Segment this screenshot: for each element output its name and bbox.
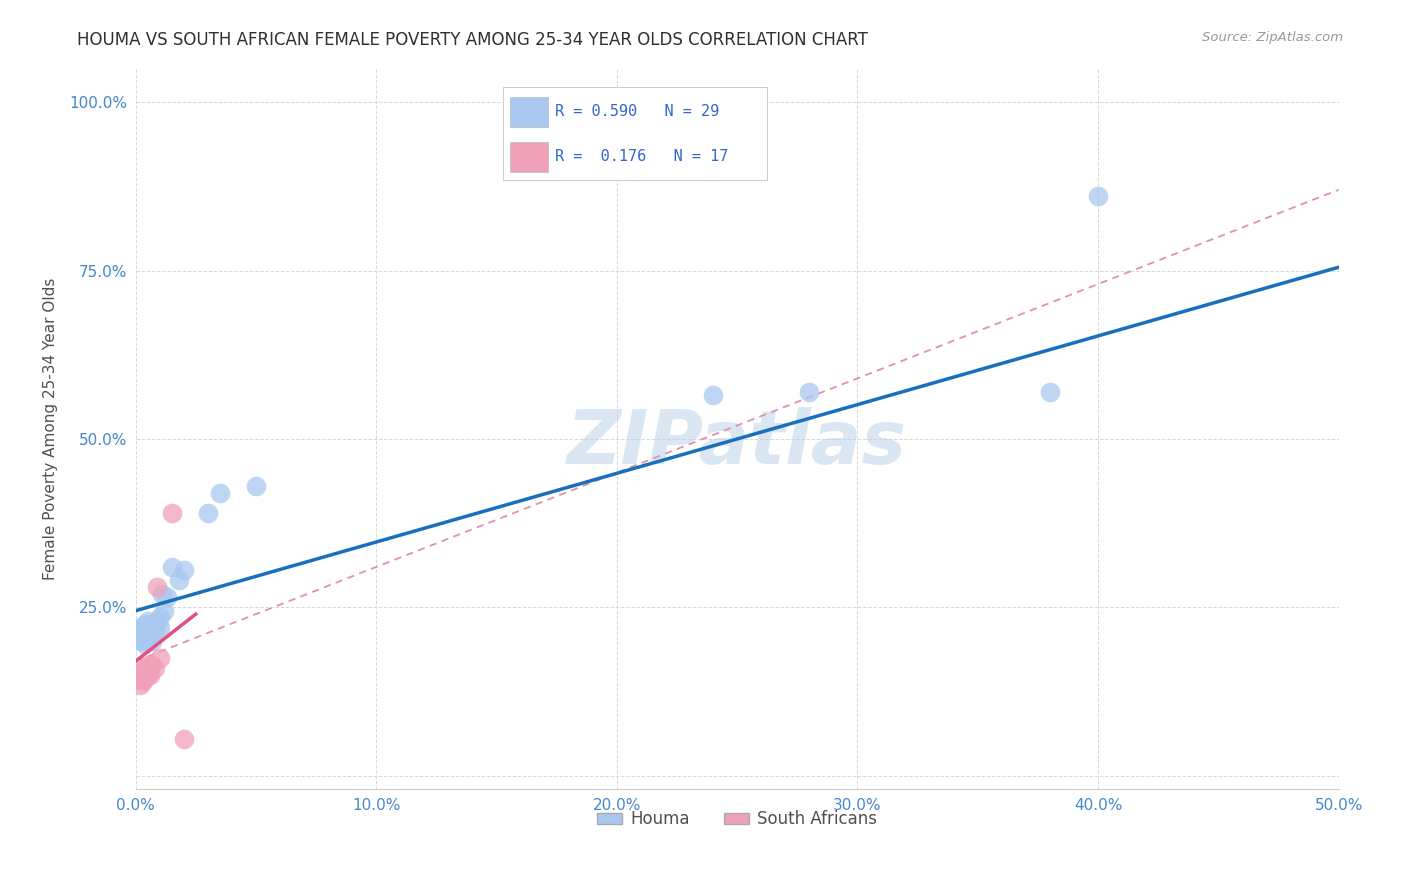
Point (799, 384, 821, 399)
Point (127, 667, 149, 681)
Point (173, 563, 195, 577)
Point (139, 661, 162, 675)
Point (127, 671, 149, 685)
Point (149, 610, 172, 624)
Point (141, 657, 163, 672)
Point (156, 591, 179, 605)
Point (139, 621, 162, 635)
Point (146, 614, 169, 628)
Point (160, 560, 183, 574)
Point (134, 671, 156, 685)
Point (245, 479, 267, 493)
Text: HOUMA VS SOUTH AFRICAN FEMALE POVERTY AMONG 25-34 YEAR OLDS CORRELATION CHART: HOUMA VS SOUTH AFRICAN FEMALE POVERTY AM… (77, 31, 869, 49)
Point (153, 604, 176, 618)
Point (149, 651, 172, 665)
Point (136, 614, 159, 628)
Point (197, 506, 219, 520)
Point (141, 634, 163, 648)
Point (136, 634, 159, 648)
Point (1039, 384, 1062, 399)
Point (150, 587, 173, 601)
Point (129, 678, 152, 692)
Point (160, 506, 183, 520)
Point (134, 637, 156, 651)
Point (134, 617, 156, 632)
Point (136, 667, 159, 681)
Legend: Houma, South Africans: Houma, South Africans (591, 804, 883, 835)
Point (143, 661, 166, 675)
Point (134, 661, 156, 675)
Point (127, 621, 149, 635)
Point (136, 657, 159, 672)
Point (143, 624, 166, 638)
Point (132, 674, 155, 689)
Point (167, 574, 190, 588)
Point (149, 621, 172, 635)
Point (129, 634, 152, 648)
Point (132, 627, 155, 641)
Point (141, 617, 163, 632)
Point (1087, 189, 1109, 203)
Point (139, 624, 162, 638)
Text: ZIPatlas: ZIPatlas (567, 407, 907, 480)
Point (173, 731, 195, 746)
Y-axis label: Female Poverty Among 25-34 Year Olds: Female Poverty Among 25-34 Year Olds (44, 277, 58, 580)
Point (129, 624, 152, 638)
Point (146, 580, 169, 594)
Point (139, 667, 162, 681)
Point (129, 665, 152, 679)
Text: Source: ZipAtlas.com: Source: ZipAtlas.com (1202, 31, 1343, 45)
Point (702, 388, 724, 402)
Point (208, 486, 231, 500)
